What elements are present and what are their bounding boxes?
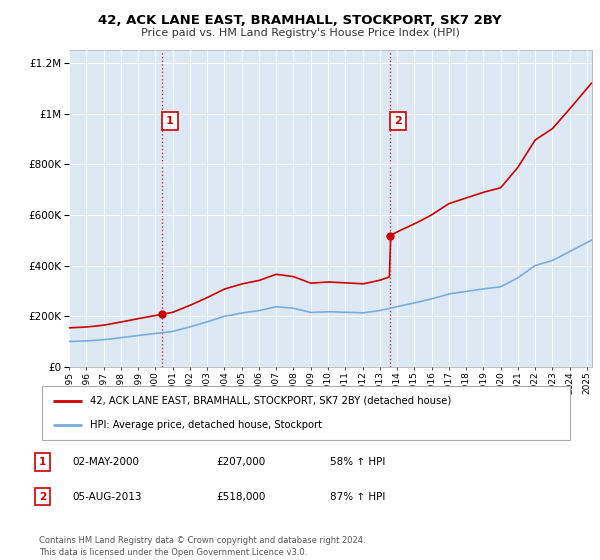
Text: 02-MAY-2000: 02-MAY-2000 xyxy=(72,457,139,467)
Text: Price paid vs. HM Land Registry's House Price Index (HPI): Price paid vs. HM Land Registry's House … xyxy=(140,28,460,38)
Text: Contains HM Land Registry data © Crown copyright and database right 2024.
This d: Contains HM Land Registry data © Crown c… xyxy=(39,536,365,557)
Text: 2: 2 xyxy=(39,492,46,502)
Text: HPI: Average price, detached house, Stockport: HPI: Average price, detached house, Stoc… xyxy=(89,420,322,430)
Text: 1: 1 xyxy=(166,116,174,126)
Text: 1: 1 xyxy=(39,457,46,467)
Text: £207,000: £207,000 xyxy=(216,457,265,467)
Text: 42, ACK LANE EAST, BRAMHALL, STOCKPORT, SK7 2BY: 42, ACK LANE EAST, BRAMHALL, STOCKPORT, … xyxy=(98,14,502,27)
Text: 05-AUG-2013: 05-AUG-2013 xyxy=(72,492,142,502)
Text: 58% ↑ HPI: 58% ↑ HPI xyxy=(330,457,385,467)
FancyBboxPatch shape xyxy=(42,386,570,440)
Text: 42, ACK LANE EAST, BRAMHALL, STOCKPORT, SK7 2BY (detached house): 42, ACK LANE EAST, BRAMHALL, STOCKPORT, … xyxy=(89,396,451,406)
Text: 2: 2 xyxy=(394,116,402,126)
Text: £518,000: £518,000 xyxy=(216,492,265,502)
Text: 87% ↑ HPI: 87% ↑ HPI xyxy=(330,492,385,502)
